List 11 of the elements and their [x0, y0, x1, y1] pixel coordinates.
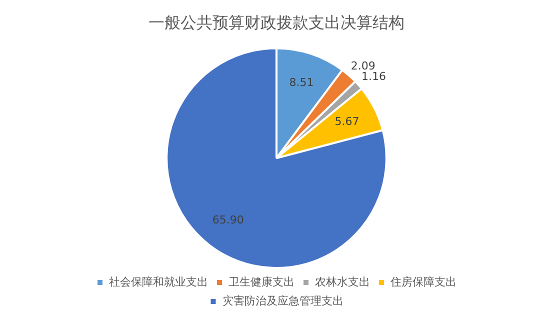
legend-label: 住房保障支出 [390, 275, 456, 288]
data-label: 8.51 [289, 76, 314, 89]
legend-label: 灾害防治及应急管理支出 [222, 294, 344, 308]
data-label: 5.67 [334, 115, 360, 128]
data-label: 65.90 [212, 214, 244, 227]
data-label: 2.09 [350, 59, 376, 72]
legend-label: 卫生健康支出 [228, 275, 294, 288]
chart-title: 一般公共预算财政拨款支出决算结构 [148, 12, 404, 32]
legend-label: 社会保障和就业支出 [109, 275, 208, 288]
data-label: 1.16 [362, 70, 386, 83]
legend-label: 农林水支出 [315, 275, 370, 288]
